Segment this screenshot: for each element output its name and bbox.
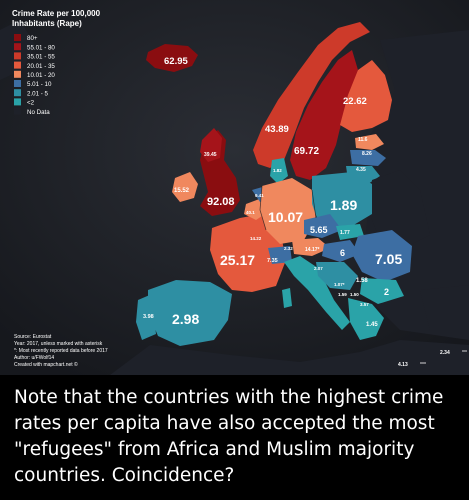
label-slovenia: 2.07 [314, 266, 323, 271]
label-albania: 3.57 [360, 302, 369, 307]
hungary-shape [322, 240, 360, 262]
balkans-shape [316, 262, 358, 290]
label-austria: 14.17* [305, 247, 320, 253]
bulgaria-shape [360, 278, 404, 304]
legend-label: 5.01 - 10 [27, 81, 52, 88]
legend-label: 35.01 - 55 [27, 54, 55, 61]
turkey-no-data [420, 285, 469, 330]
label-spain: 2.98 [172, 311, 199, 327]
legend-label: 55.01 - 80 [27, 44, 55, 51]
label-netherlands: 9.41 [255, 193, 264, 198]
label-scotland: 39.45 [204, 152, 217, 158]
caption-text: Note that the countries with the highest… [14, 387, 444, 486]
label-france: 25.17 [220, 252, 255, 268]
label-bosnia: 1.07* [334, 282, 345, 287]
label-denmark: 1.82 [273, 168, 282, 173]
label-poland: 1.89 [330, 197, 357, 213]
legend-title-line1: Crime Rate per 100,000 [12, 9, 101, 18]
legend-swatch [14, 43, 21, 51]
legend-items: 80+ 55.01 - 80 35.01 - 55 20.01 - 35 10.01 -… [14, 34, 55, 116]
denmark-shape [270, 158, 288, 184]
source-line3: *: Most recently reported data before 20… [14, 348, 108, 354]
legend-label: No Data [27, 109, 50, 116]
legend-label: 20.01 - 35 [27, 63, 55, 70]
legend-label: 2.01 - 5 [27, 90, 49, 97]
label-belgium: 14.22 [250, 236, 262, 241]
legend-swatch [14, 89, 21, 97]
label-malta: 2.34 [440, 350, 450, 356]
legend-swatch [14, 98, 21, 106]
label-lithuania: 4.35 [356, 167, 366, 173]
italy-shape [284, 256, 350, 330]
label-croatia: 2.32 [284, 246, 293, 251]
slovakia-shape [336, 224, 364, 240]
source-line1: Source: Eurostat [14, 334, 52, 340]
label-portugal: 3.98 [143, 314, 154, 320]
legend-swatch [14, 80, 21, 87]
caption-panel: Note that the countries with the highest… [0, 375, 469, 500]
legend-swatch [14, 107, 21, 115]
czech-shape [304, 214, 342, 238]
source-line4: Author: u/FWolf14 [14, 355, 54, 361]
portugal-shape [136, 294, 156, 340]
legend-label: <2 [27, 100, 35, 107]
label-finland: 22.62 [343, 96, 367, 107]
label-montenegro: 1.59 [338, 292, 347, 297]
label-romania: 7.05 [375, 251, 402, 267]
estonia-shape [355, 134, 384, 150]
iceland-shape [146, 44, 198, 72]
ireland-shape [172, 172, 198, 202]
sweden-shape [290, 50, 358, 180]
germany-shape [260, 178, 316, 244]
legend-label: 80+ [27, 35, 38, 42]
legend: Crime Rate per 100,000 Inhabitants (Rape… [12, 9, 101, 116]
legend-swatch [14, 70, 21, 78]
label-hungary: 6 [340, 248, 345, 258]
label-estonia: 11.6 [358, 137, 368, 143]
norway-shape [253, 22, 370, 168]
label-greece: 1.45 [366, 322, 378, 328]
legend-title-line2: Inhabitants (Rape) [12, 19, 82, 28]
label-czech: 5.65 [310, 225, 328, 235]
label-serbia: 1.58 [356, 278, 368, 284]
north-africa-no-data [110, 340, 469, 375]
crime-rate-map: Crime Rate per 100,000 Inhabitants (Rape… [0, 0, 469, 375]
belarus-ukraine-no-data [370, 170, 430, 245]
label-luxembourg: 40.1 [246, 210, 255, 215]
label-norway: 43.89 [265, 124, 289, 135]
poland-shape [312, 172, 372, 226]
legend-swatch [14, 61, 21, 69]
value-labels: 62.95 43.89 69.72 22.62 92.08 15.52 39.4… [143, 56, 450, 368]
label-latvia: 8.26 [362, 151, 372, 157]
europe-map: Crime Rate per 100,000 Inhabitants (Rape… [0, 0, 469, 375]
label-macedonia: 1.50 [350, 292, 359, 297]
scotland-shape [200, 128, 222, 162]
label-ireland: 15.52 [174, 188, 190, 194]
label-iceland: 62.95 [164, 56, 188, 67]
source-line5: Created with mapchart.net © [14, 361, 78, 368]
sardinia-shape [282, 288, 292, 308]
label-switzerland: 7.35 [267, 258, 278, 264]
legend-swatch [14, 34, 21, 41]
legend-label: 10.01 - 20 [27, 72, 55, 79]
label-cyprus: 4.13 [398, 362, 408, 368]
legend-swatch [14, 52, 21, 60]
label-bulgaria: 2 [384, 287, 389, 297]
source-line2: Year: 2017, unless marked with asterisk [14, 341, 103, 347]
label-uk: 92.08 [207, 196, 235, 208]
source-block: Source: Eurostat Year: 2017, unless mark… [14, 334, 108, 368]
label-germany: 10.07 [268, 209, 303, 225]
latvia-shape [350, 150, 386, 166]
austria-shape [292, 238, 330, 256]
france-shape [210, 214, 286, 292]
spain-shape [148, 280, 232, 346]
switzerland-shape [268, 246, 292, 264]
label-slovakia: 1.77 [340, 230, 350, 236]
label-sweden: 69.72 [294, 146, 319, 157]
romania-shape [352, 230, 412, 282]
borders [259, 185, 317, 231]
finland-shape [340, 60, 392, 132]
greece-shape [348, 298, 384, 340]
